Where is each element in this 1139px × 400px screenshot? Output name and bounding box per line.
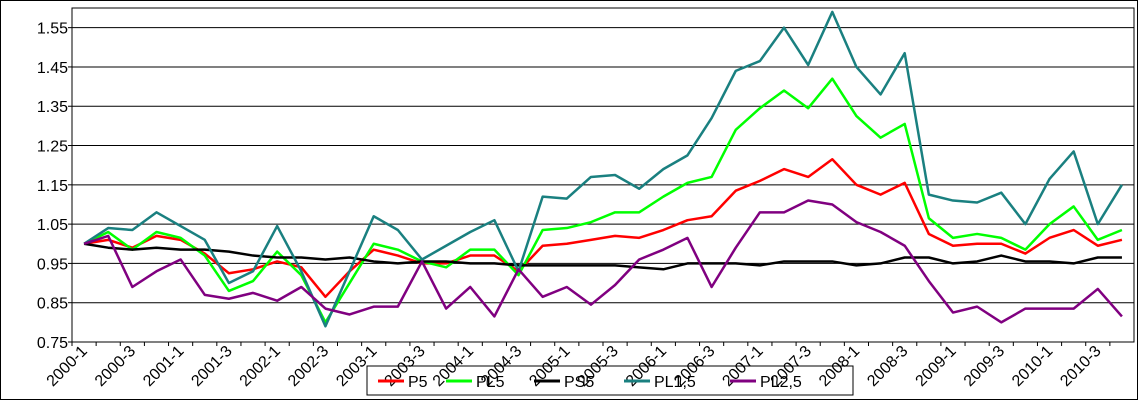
series-line bbox=[83, 242, 1122, 271]
y-tick-label: 1.15 bbox=[37, 178, 68, 195]
legend-label: PL5 bbox=[476, 374, 505, 391]
series-line bbox=[83, 77, 1123, 324]
legend-label: PS5 bbox=[564, 374, 594, 391]
series-line bbox=[83, 199, 1123, 324]
legend-label: P5 bbox=[408, 374, 428, 391]
y-tick-label: 1.45 bbox=[37, 60, 68, 77]
series-line bbox=[83, 10, 1123, 328]
y-tick-label: 1.55 bbox=[37, 21, 68, 38]
y-tick-label: 1.35 bbox=[37, 99, 68, 116]
y-tick-label: 1.25 bbox=[37, 139, 68, 156]
y-tick-label: 0.85 bbox=[37, 296, 68, 313]
y-tick-label: 0.95 bbox=[37, 256, 68, 273]
y-tick-label: 0.75 bbox=[37, 335, 68, 352]
legend-label: PL1,5 bbox=[654, 374, 696, 391]
y-tick-label: 1.05 bbox=[37, 217, 68, 234]
series-line bbox=[83, 158, 1123, 299]
legend-label: PL2,5 bbox=[760, 374, 802, 391]
